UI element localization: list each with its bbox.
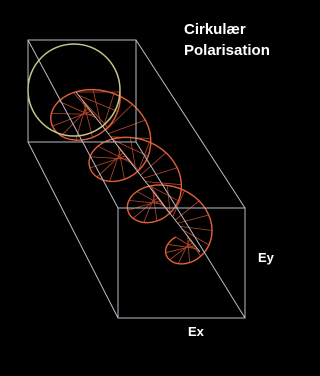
illustration: Cirkulær Polarisation Ey Ex (0, 0, 298, 376)
title-line: Cirkulær (184, 21, 246, 38)
axis-label-ex: Ex (188, 324, 205, 339)
axis-label-ey: Ey (258, 250, 275, 265)
title-line: Polarisation (184, 42, 270, 59)
